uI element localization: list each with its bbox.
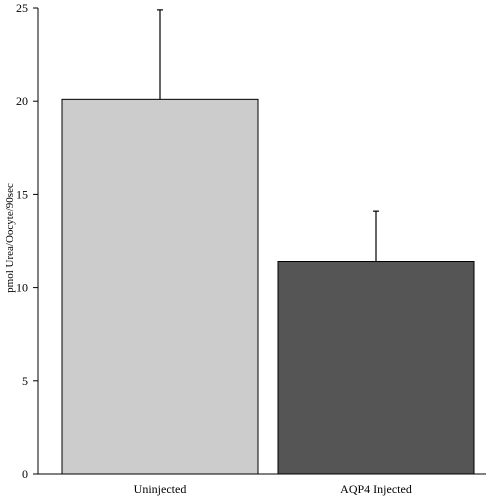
y-tick-label: 10 [16,281,28,295]
y-tick-label: 25 [16,1,28,15]
error-bars [157,9,379,262]
x-tick-labels: Uninjected AQP4 Injected [134,482,412,496]
y-tick-label: 5 [22,374,28,388]
y-ticks: 0 5 10 15 20 25 [16,1,38,481]
y-tick-label: 15 [16,187,28,201]
bar-1 [277,261,475,475]
y-tick-label: 20 [16,94,28,108]
category-label: Uninjected [134,482,187,496]
bars [61,98,475,475]
axes [37,8,486,475]
y-tick-label: 0 [22,467,28,481]
category-label: AQP4 Injected [340,482,412,496]
y-axis-title: pmol Urea/Oocyte/90sec [4,183,16,293]
bar-0 [61,98,259,475]
